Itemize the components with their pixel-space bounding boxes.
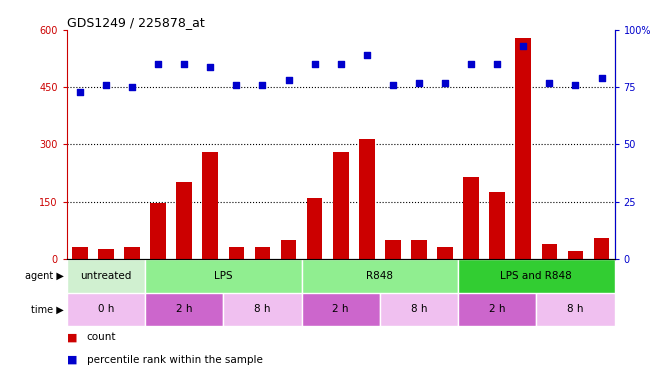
Text: 8 h: 8 h	[411, 304, 427, 314]
Text: R848: R848	[366, 271, 393, 280]
Point	[518, 43, 528, 49]
Bar	[464, 177, 479, 259]
Text: 0 h: 0 h	[98, 304, 114, 314]
Bar	[359, 139, 375, 259]
Text: 2 h: 2 h	[176, 304, 192, 314]
Point	[179, 61, 190, 67]
Point	[101, 82, 112, 88]
Text: time ▶: time ▶	[31, 304, 63, 314]
Bar	[67, 292, 145, 326]
Text: untreated: untreated	[80, 271, 132, 280]
Point	[231, 82, 242, 88]
Bar	[301, 259, 458, 292]
Point	[570, 82, 580, 88]
Text: LPS and R848: LPS and R848	[500, 271, 572, 280]
Point	[127, 84, 138, 90]
Text: 8 h: 8 h	[567, 304, 584, 314]
Bar	[281, 240, 297, 259]
Bar	[176, 183, 192, 259]
Bar	[301, 292, 380, 326]
Bar	[458, 292, 536, 326]
Bar	[437, 248, 453, 259]
Bar	[67, 259, 145, 292]
Bar	[536, 292, 615, 326]
Bar	[124, 248, 140, 259]
Point	[75, 89, 86, 95]
Text: 2 h: 2 h	[489, 304, 506, 314]
Point	[596, 75, 607, 81]
Bar	[490, 192, 505, 259]
Point	[492, 61, 502, 67]
Text: GDS1249 / 225878_at: GDS1249 / 225878_at	[67, 16, 204, 29]
Bar	[202, 152, 218, 259]
Text: ■: ■	[67, 333, 77, 342]
Point	[257, 82, 268, 88]
Bar	[255, 248, 271, 259]
Bar	[385, 240, 401, 259]
Bar	[145, 292, 223, 326]
Point	[283, 77, 294, 83]
Bar	[98, 249, 114, 259]
Bar	[72, 248, 88, 259]
Bar	[150, 204, 166, 259]
Point	[466, 61, 476, 67]
Text: 8 h: 8 h	[255, 304, 271, 314]
Bar	[307, 198, 323, 259]
Text: LPS: LPS	[214, 271, 232, 280]
Point	[440, 80, 450, 86]
Text: ■: ■	[67, 355, 77, 365]
Bar	[228, 248, 244, 259]
Bar	[145, 259, 301, 292]
Bar	[568, 251, 583, 259]
Bar	[542, 243, 557, 259]
Bar	[516, 38, 531, 259]
Point	[309, 61, 320, 67]
Point	[387, 82, 398, 88]
Point	[153, 61, 164, 67]
Point	[335, 61, 346, 67]
Bar	[223, 292, 301, 326]
Bar	[380, 292, 458, 326]
Text: count: count	[87, 333, 116, 342]
Text: agent ▶: agent ▶	[25, 271, 63, 280]
Bar	[458, 259, 615, 292]
Text: percentile rank within the sample: percentile rank within the sample	[87, 355, 263, 365]
Bar	[411, 240, 427, 259]
Text: 2 h: 2 h	[333, 304, 349, 314]
Point	[361, 52, 372, 58]
Point	[205, 64, 216, 70]
Bar	[594, 238, 609, 259]
Bar	[333, 152, 349, 259]
Point	[413, 80, 424, 86]
Point	[544, 80, 554, 86]
